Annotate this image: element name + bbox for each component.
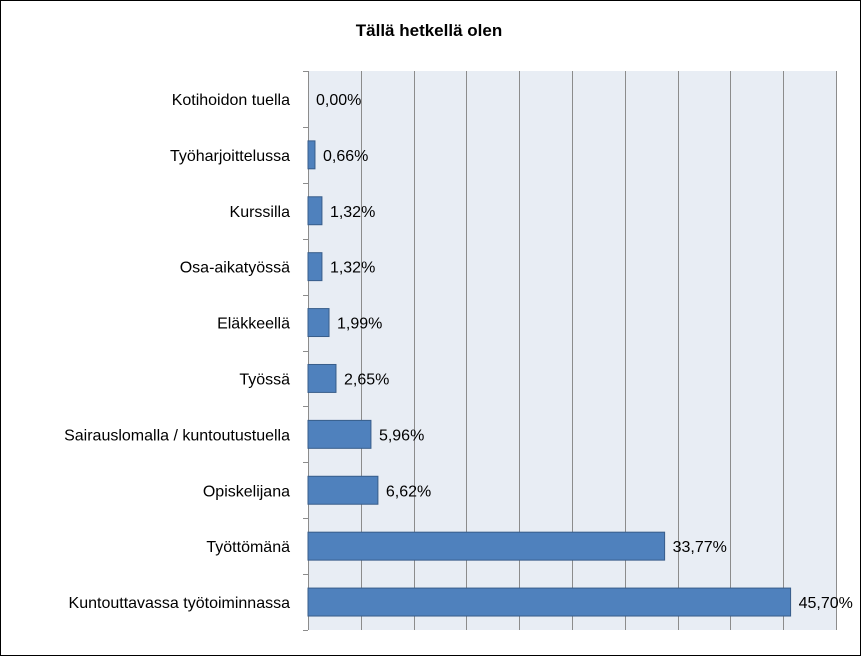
category-label: Työharjoittelussa xyxy=(170,148,290,165)
bar xyxy=(307,587,792,617)
bar xyxy=(307,363,337,393)
labels: Kotihoidon tuella 0,00% Työharjoittelussa 0… xyxy=(64,92,853,612)
category-label: Työttömänä xyxy=(206,539,290,556)
value-label: 5,96% xyxy=(379,427,424,444)
bar xyxy=(307,308,330,338)
value-label: 1,32% xyxy=(330,204,375,221)
value-label: 0,66% xyxy=(323,148,368,165)
category-label: Osa-aikatyössä xyxy=(180,260,290,277)
value-label: 1,99% xyxy=(337,316,382,333)
bar xyxy=(307,140,316,170)
category-label: Kurssilla xyxy=(230,204,291,221)
bar xyxy=(307,419,372,449)
category-label: Työssä xyxy=(239,371,290,388)
category-label: Eläkkeellä xyxy=(217,316,290,333)
category-label: Sairauslomalla / kuntoutustuella xyxy=(64,427,290,444)
bar xyxy=(307,196,323,226)
bars xyxy=(307,140,792,617)
value-label: 33,77% xyxy=(673,539,727,556)
value-label: 0,00% xyxy=(316,92,361,109)
category-label: Kotihoidon tuella xyxy=(172,92,290,109)
category-label: Opiskelijana xyxy=(203,483,290,500)
value-label: 6,62% xyxy=(386,483,431,500)
bar xyxy=(307,531,666,561)
chart-title: Tällä hetkellä olen xyxy=(356,21,502,40)
bar xyxy=(307,475,379,505)
bar xyxy=(307,252,323,282)
value-label: 2,65% xyxy=(344,371,389,388)
category-label: Kuntouttavassa työtoiminnassa xyxy=(69,595,291,612)
value-label: 45,70% xyxy=(799,595,853,612)
value-label: 1,32% xyxy=(330,260,375,277)
